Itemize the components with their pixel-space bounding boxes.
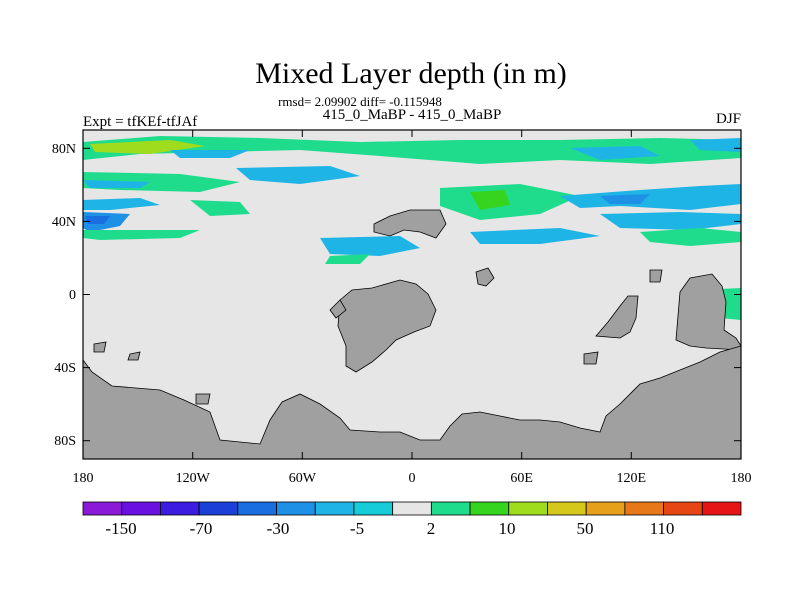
y-tick-label: 40S — [54, 361, 76, 376]
y-tick-label: 80S — [54, 434, 76, 449]
map-plot-area: 180 120W 60W 0 60E 120E 180 80N 40N 0 40… — [52, 129, 752, 486]
chart-left-label: Expt = tfKEf-tfJAf — [83, 114, 197, 130]
colorbar-swatch — [547, 501, 587, 516]
x-tick-label: 180 — [731, 471, 752, 486]
colorbar-swatch — [508, 501, 548, 516]
colorbar-swatch — [198, 501, 239, 516]
australia-land — [595, 295, 639, 339]
anomaly-shading — [83, 136, 741, 320]
atlantic-island-land — [195, 393, 211, 405]
colorbar-swatch — [701, 501, 742, 516]
asia-coast-land — [675, 273, 742, 351]
antarctica-land — [82, 345, 742, 460]
y-tick-label: 40N — [52, 215, 76, 230]
colorbar-label: 50 — [577, 519, 594, 538]
colorbar-label: -5 — [350, 519, 364, 538]
y-tick-label: 80N — [52, 142, 76, 157]
east-island-land — [649, 269, 663, 283]
chart-subtitle: rmsd= 2.09902 diff= -0.115948 — [278, 94, 442, 109]
southamerica-island — [329, 299, 347, 319]
x-tick-label: 0 — [409, 471, 416, 486]
colorbar-label: 10 — [499, 519, 516, 538]
x-tick-label: 60E — [510, 471, 533, 486]
colorbar-label: 110 — [650, 519, 675, 538]
tick-marks — [82, 130, 742, 459]
colorbar-label: -150 — [105, 519, 136, 538]
colorbar-swatch — [469, 501, 510, 516]
colorbar-swatch — [237, 501, 277, 516]
chart-title: Mixed Layer depth (in m) — [255, 57, 567, 90]
land-masses — [82, 209, 742, 460]
africa-land — [337, 279, 437, 373]
x-tick-label: 120W — [176, 471, 211, 486]
north-island-land — [475, 267, 495, 287]
x-tick-label: 120E — [617, 471, 647, 486]
colorbar-label: 2 — [427, 519, 436, 538]
colorbar-swatch — [392, 501, 432, 516]
greenland-land — [373, 209, 447, 239]
colorbar-swatch — [314, 501, 355, 516]
pacific-island-land — [93, 341, 107, 353]
colorbar-swatch — [82, 501, 123, 516]
colorbar — [82, 501, 742, 516]
colorbar-label: -30 — [267, 519, 290, 538]
colorbar-label: -70 — [190, 519, 213, 538]
x-tick-label: 60W — [289, 471, 317, 486]
y-tick-label: 0 — [69, 288, 76, 303]
colorbar-swatch — [353, 501, 394, 516]
colorbar-swatch — [585, 501, 626, 516]
indian-island-land — [583, 351, 599, 365]
colorbar-swatch — [430, 501, 471, 516]
x-tick-label: 180 — [73, 471, 94, 486]
south-island-land — [127, 351, 141, 361]
colorbar-swatch — [160, 501, 200, 516]
chart-right-label: DJF — [716, 111, 741, 127]
colorbar-swatch — [663, 501, 703, 516]
colorbar-swatch — [624, 501, 664, 516]
colorbar-swatch — [121, 501, 161, 516]
chart-center-label: 415_0_MaBP - 415_0_MaBP — [323, 107, 502, 123]
colorbar-swatch — [276, 501, 316, 516]
